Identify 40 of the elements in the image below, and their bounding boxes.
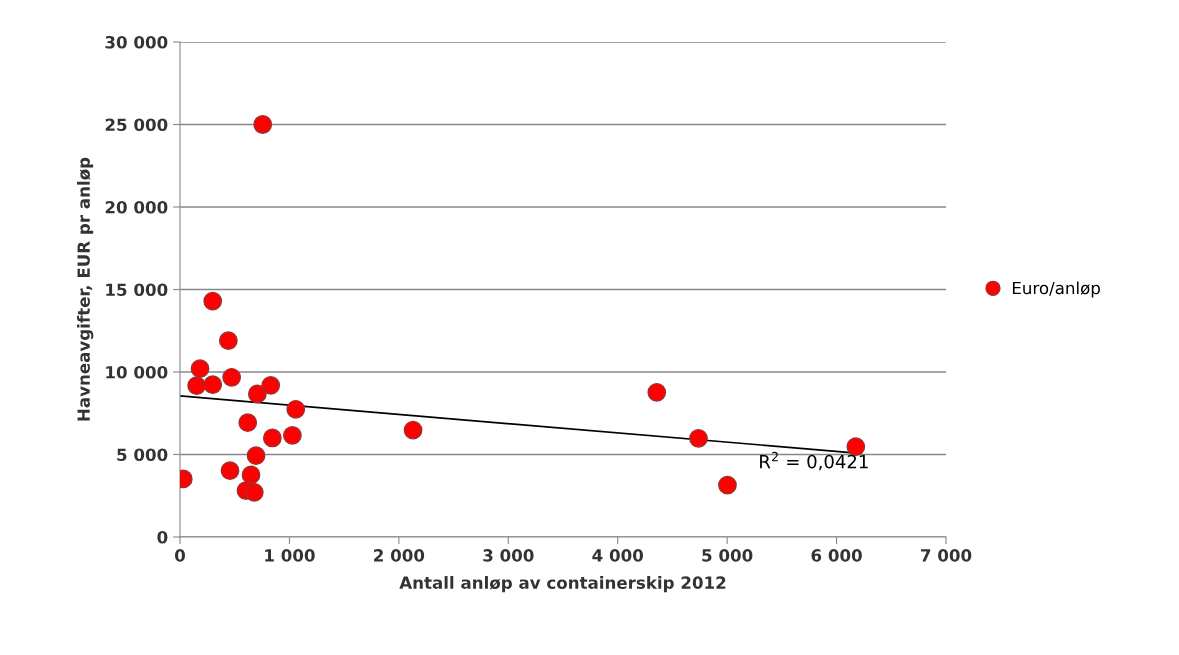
y-axis-title: Havneavgifter, EUR pr anløp — [77, 157, 94, 421]
point — [190, 359, 210, 379]
y-tick-label: 25 000 — [105, 118, 168, 132]
x-tick-label: 1 000 — [265, 549, 315, 562]
x-tick-label: 5 000 — [702, 549, 753, 562]
y-tick-label: 15 000 — [106, 283, 168, 297]
point — [244, 482, 264, 502]
x-tick-label: 7 000 — [921, 549, 972, 562]
point — [403, 420, 423, 440]
point — [218, 331, 238, 351]
point — [286, 399, 306, 419]
point — [203, 375, 223, 395]
legend-label: Euro/anløp — [1012, 281, 1100, 298]
point — [187, 376, 207, 396]
x-tick-label: 2 000 — [374, 549, 425, 562]
x-tick-label: 4 000 — [592, 549, 644, 562]
y-tick-label: 20 000 — [105, 200, 168, 214]
y-tick-label: 10 000 — [106, 365, 168, 379]
point — [262, 428, 282, 448]
y-tick-label: 30 000 — [105, 35, 168, 49]
x-axis-title: Antall anløp av containerskip 2012 — [399, 576, 726, 593]
x-tick-label: 3 000 — [483, 549, 534, 562]
point — [238, 413, 258, 433]
point — [253, 115, 273, 134]
x-tick-label: 6 000 — [811, 549, 862, 562]
point — [220, 461, 240, 481]
point — [647, 382, 667, 402]
y-tick-label: 5 000 — [117, 448, 168, 462]
point — [689, 428, 708, 448]
point — [203, 291, 223, 311]
point — [718, 475, 737, 495]
point — [247, 384, 267, 404]
point — [283, 425, 302, 445]
point — [241, 465, 261, 485]
annotation: R$^{2}$ = 0,0421 — [760, 451, 868, 471]
point — [246, 446, 266, 466]
point — [261, 375, 281, 395]
y-tick-label: 0 — [157, 530, 168, 544]
x-tick-label: 0 — [175, 549, 185, 562]
point — [222, 367, 242, 387]
